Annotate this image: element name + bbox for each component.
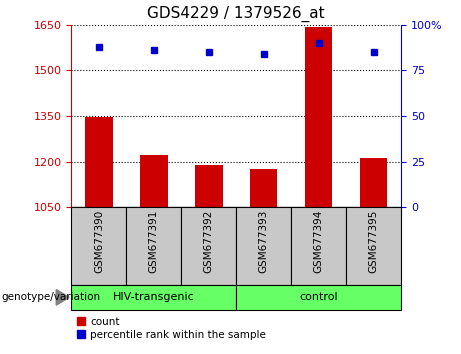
Text: genotype/variation: genotype/variation — [1, 292, 100, 302]
Legend: count, percentile rank within the sample: count, percentile rank within the sample — [77, 317, 266, 340]
Text: GSM677392: GSM677392 — [204, 210, 214, 273]
Text: HIV-transgenic: HIV-transgenic — [113, 292, 195, 302]
Bar — [195, 165, 223, 207]
Bar — [71, 207, 126, 285]
Bar — [360, 158, 387, 207]
Text: GSM677393: GSM677393 — [259, 210, 269, 273]
Bar — [291, 207, 346, 285]
Bar — [236, 207, 291, 285]
Text: GSM677395: GSM677395 — [369, 210, 378, 273]
Text: GSM677394: GSM677394 — [313, 210, 324, 273]
Bar — [305, 27, 332, 207]
Bar — [250, 169, 278, 207]
Bar — [140, 155, 168, 207]
Text: control: control — [299, 292, 338, 302]
Text: GSM677390: GSM677390 — [94, 210, 104, 273]
Bar — [71, 285, 236, 310]
Title: GDS4229 / 1379526_at: GDS4229 / 1379526_at — [148, 6, 325, 22]
Polygon shape — [56, 290, 69, 305]
Bar — [346, 207, 401, 285]
Text: GSM677391: GSM677391 — [149, 210, 159, 273]
Bar — [236, 285, 401, 310]
Bar — [181, 207, 236, 285]
Bar — [126, 207, 181, 285]
Bar — [85, 116, 112, 207]
